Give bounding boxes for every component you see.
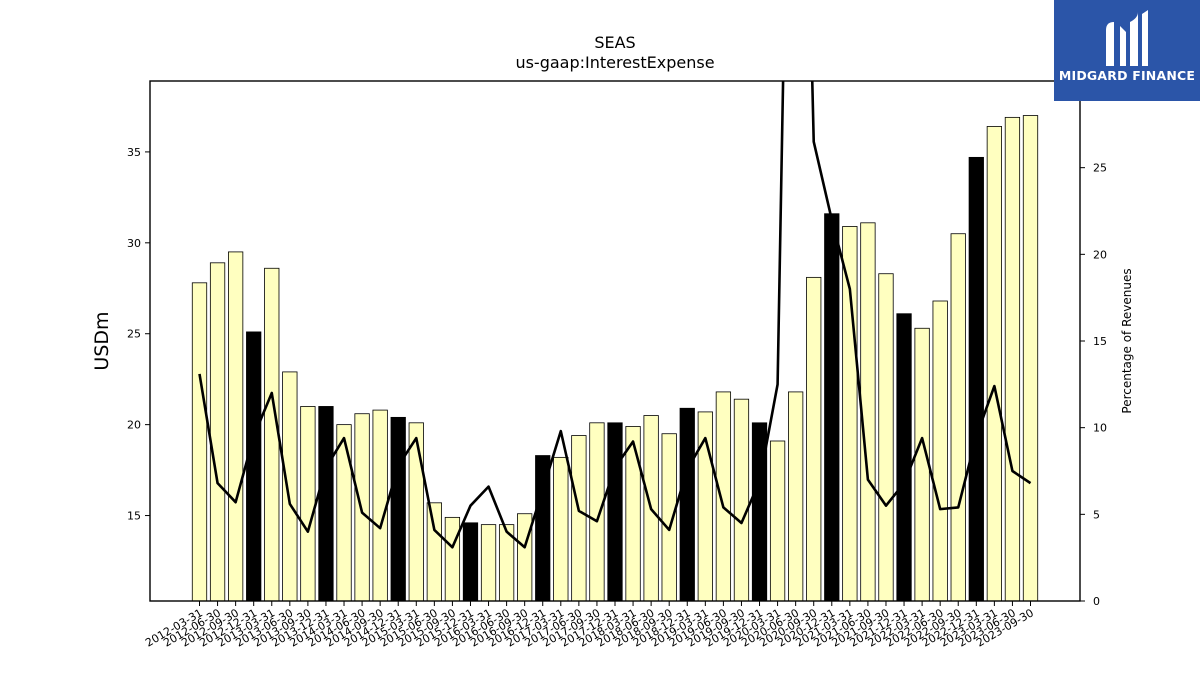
bar	[589, 422, 605, 602]
bar	[679, 407, 695, 602]
y-tick-label: 25	[127, 328, 141, 341]
bar	[950, 233, 966, 602]
bar-group	[191, 115, 1039, 602]
bar	[480, 524, 497, 602]
y2-tick-label: 20	[1093, 248, 1107, 261]
bar	[1022, 115, 1039, 602]
midgard-finance-logo: MIDGARD FINANCE	[1054, 0, 1200, 101]
bar	[986, 126, 1002, 602]
y2-tick-label: 15	[1093, 335, 1107, 348]
bar	[336, 424, 352, 602]
bar	[1004, 116, 1021, 602]
y2-axis-label: Percentage of Revenues	[1120, 268, 1134, 413]
y-tick-label: 20	[127, 419, 141, 432]
chart-subtitle: us-gaap:InterestExpense	[515, 53, 714, 72]
y2-tick-label: 0	[1093, 595, 1100, 608]
bar	[264, 267, 280, 602]
bar	[372, 409, 388, 602]
bar	[228, 251, 244, 602]
bar	[209, 262, 226, 602]
bar	[788, 391, 804, 602]
y-axis-label: USDm	[91, 311, 113, 370]
chart-title: SEAS	[594, 33, 635, 52]
bar	[571, 435, 587, 602]
line-group	[198, 81, 1032, 549]
y2-tick-label: 10	[1093, 422, 1107, 435]
y-tick-label: 15	[127, 510, 141, 523]
bar	[191, 282, 208, 602]
y-tick-label: 30	[127, 237, 141, 250]
bar	[860, 222, 876, 602]
bar	[824, 213, 840, 602]
y2-tick-label: 5	[1093, 508, 1100, 521]
x-axis: 2012-03-312012-06-302012-09-302012-12-31…	[143, 601, 1036, 650]
bar	[625, 426, 641, 602]
bar	[607, 422, 623, 602]
bar	[462, 522, 479, 602]
bar	[733, 398, 750, 602]
y2-tick-label: 25	[1093, 162, 1107, 175]
bar	[715, 391, 732, 602]
bar	[246, 331, 262, 602]
y-tick-label: 35	[127, 146, 141, 159]
bar	[282, 371, 298, 602]
bar	[426, 502, 442, 602]
bar	[318, 406, 334, 602]
bar	[878, 273, 894, 602]
bar	[806, 276, 822, 602]
bar	[553, 456, 569, 602]
bar	[896, 313, 912, 602]
bar	[300, 406, 316, 602]
logo-text: MIDGARD FINANCE	[1058, 68, 1196, 83]
bar	[408, 422, 424, 602]
bar	[842, 226, 858, 602]
right-axis: 051015202530	[1080, 75, 1107, 608]
bar	[932, 300, 948, 602]
bar	[390, 416, 406, 602]
bar	[769, 440, 786, 602]
bar	[914, 327, 930, 602]
bar	[444, 516, 461, 602]
logo-mark-icon	[1106, 10, 1148, 66]
series-line	[198, 81, 1032, 549]
left-axis: 15 20 25 30 35	[127, 146, 150, 523]
bar	[517, 513, 533, 602]
bar	[968, 156, 984, 602]
